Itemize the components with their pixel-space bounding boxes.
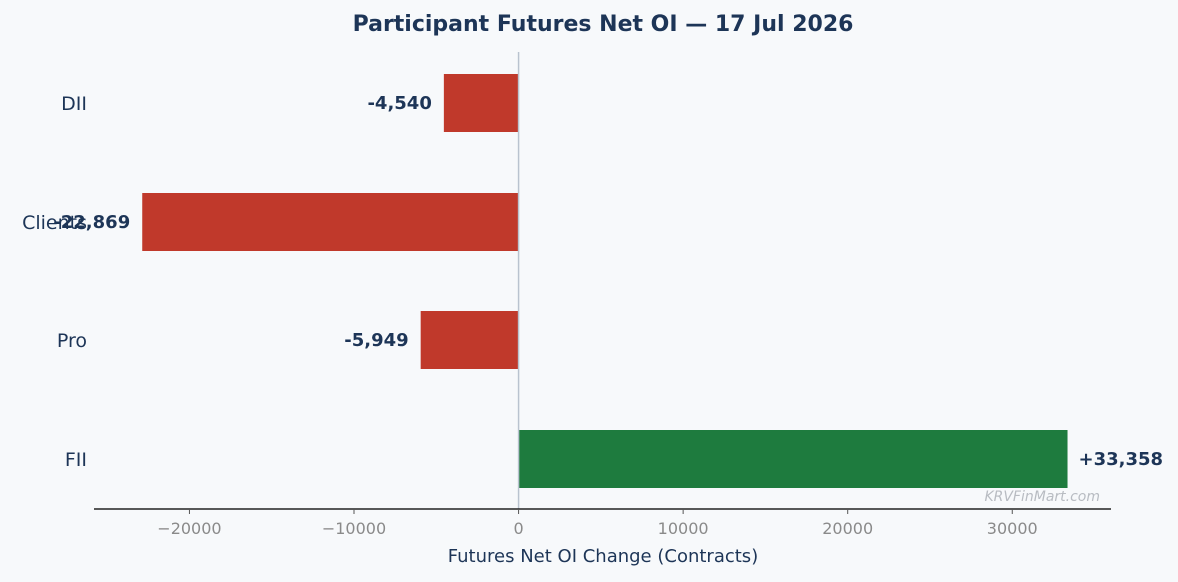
- bars: [142, 74, 1068, 488]
- bar-fii: [518, 430, 1068, 488]
- bar-clients: [142, 193, 519, 251]
- value-label-fii: +33,358: [1079, 449, 1164, 470]
- x-tick-label: 20000: [822, 519, 873, 538]
- value-label-clients: -22,869: [53, 212, 130, 233]
- value-label-dii: -4,540: [367, 93, 431, 114]
- category-label-fii: FII: [65, 449, 87, 471]
- x-tick-label: −20000: [157, 519, 221, 538]
- chart-title: Participant Futures Net OI — 17 Jul 2026: [353, 12, 854, 37]
- category-label-pro: Pro: [57, 330, 87, 352]
- x-tick-label: 10000: [658, 519, 709, 538]
- x-axis: −20000 −10000 0 10000 20000 30000: [94, 508, 1111, 538]
- x-tick-label: 30000: [987, 519, 1038, 538]
- bar-dii: [443, 74, 519, 132]
- x-axis-label: Futures Net OI Change (Contracts): [448, 546, 758, 567]
- watermark: KRVFinMart.com: [984, 489, 1100, 505]
- x-tick-label: −10000: [322, 519, 386, 538]
- value-labels: -4,540 -22,869 -5,949 +33,358: [53, 93, 1163, 470]
- category-label-dii: DII: [61, 93, 87, 115]
- category-labels: DII Clients Pro FII: [22, 93, 87, 471]
- x-tick-label: 0: [513, 519, 523, 538]
- category-label-clients: Clients: [22, 212, 87, 234]
- value-label-pro: -5,949: [344, 330, 408, 351]
- bar-pro: [420, 311, 519, 369]
